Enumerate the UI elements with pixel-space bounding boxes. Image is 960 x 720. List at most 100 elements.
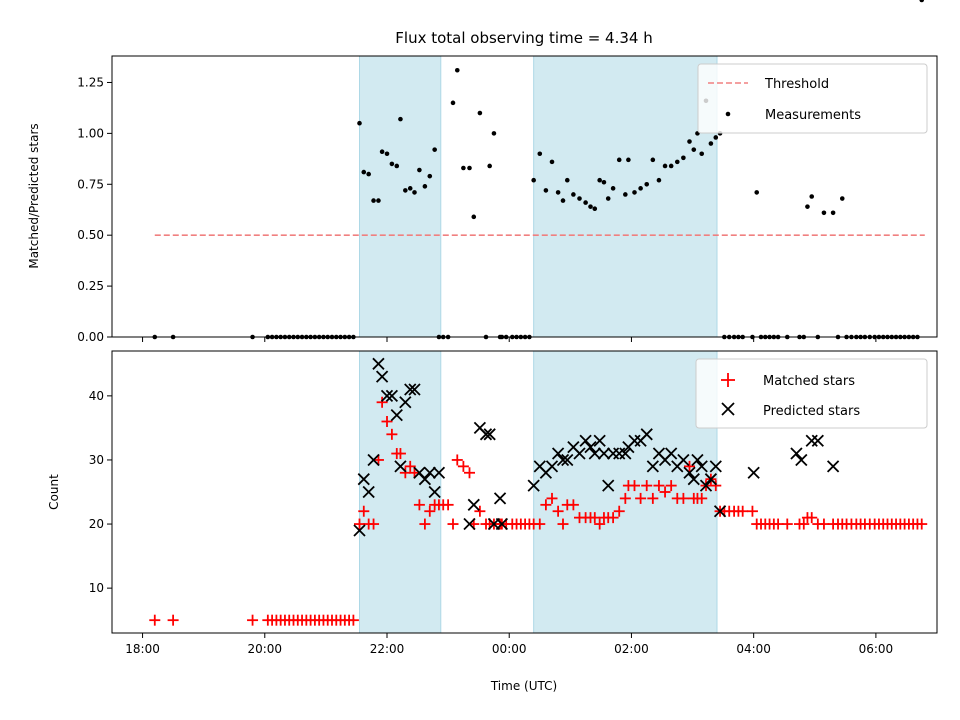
predicted-star-point [588,447,601,460]
measurement-point [623,192,628,197]
measurement-point [384,151,390,157]
measurement-point [471,214,477,220]
matched-star-point [534,518,546,530]
measurement-point [839,196,845,201]
matched-star-point [613,505,625,517]
predicted-star-point [357,473,370,486]
matched-star-point [474,505,486,517]
matched-star-point [424,505,436,517]
matched-star-point [916,518,928,530]
matched-star-point [647,492,659,504]
bottom-y-axis-label: Count [47,474,61,510]
matched-star-point [358,505,370,517]
measurement-point [662,163,668,169]
x-axis-label: Time (UTC) [490,679,557,693]
measurement-point [687,139,692,144]
bottom-axes-frame [111,350,938,634]
legend-matched-swatch [721,373,735,387]
predicted-star-point [646,460,659,473]
predicted-star-point [691,453,704,467]
predicted-star-point [495,517,509,531]
matched-star-point [404,460,416,472]
measurement-point [650,157,656,163]
y-tick-label: 20 [89,517,104,531]
legend-measurements-swatch [725,111,731,117]
measurement-point [644,181,650,187]
measurement-point [610,186,616,191]
measurement-point [691,147,697,152]
predicted-star-point [593,434,606,447]
matched-star-point [394,448,406,460]
measurement-point [681,155,686,161]
measurement-point [394,163,400,169]
predicted-star-point [493,492,507,505]
matched-star-point [710,480,722,492]
shaded-band-0 [359,350,442,634]
predicted-star-point [687,473,700,486]
matched-star-point [746,505,758,517]
predicted-star-point [602,479,615,492]
measurement-point [461,165,466,171]
bottom-x-ticks: 18:00 20:00 22:00 00:00 02:00 04:00 06:00 [125,633,893,656]
predicted-star-point [404,383,417,396]
predicted-star-point [479,428,493,441]
matched-star-point [659,486,671,498]
measurement-point [809,194,815,199]
measurement-point [754,190,760,195]
matched-star-point [607,512,619,524]
matched-star-point [442,499,454,511]
measurement-point [537,151,543,157]
predicted-star-point [483,428,496,441]
matched-star-point [696,492,708,504]
figure-title: Flux total observing time = 4.34 h [395,29,652,47]
measurement-point [412,190,417,195]
measurement-point [467,165,472,171]
measurement-point [805,204,810,209]
predicted-star-point [556,453,570,467]
matched-star-point [619,492,631,504]
y-tick-label: 0.25 [77,279,104,293]
top-panel: 0.00 0.25 0.50 0.75 1.00 1.25 Matched/Predict… [27,0,938,344]
matched-star-point [419,518,431,530]
top-y-ticks: 0.00 0.25 0.50 0.75 1.00 1.25 [77,75,112,344]
predicted-star-point [561,453,574,467]
predicted-stars-points [353,357,840,537]
matched-star-point [149,614,161,626]
predicted-star-point [423,466,436,479]
predicted-star-point [367,453,380,467]
measurement-point [376,198,381,203]
measurement-point [361,169,367,175]
measurement-point [417,167,422,173]
x-tick-label: 00:00 [492,642,527,656]
measurement-point [549,159,555,165]
predicted-star-point [527,479,540,492]
x-tick-label: 04:00 [736,642,771,656]
measurement-point [531,177,536,183]
predicted-star-point [432,466,446,479]
measurement-point [638,186,643,191]
matched-star-point [368,518,380,530]
measurement-point [583,200,588,205]
measurement-point [564,177,570,183]
predicted-star-point [418,473,432,486]
matched-star-point [451,454,463,466]
predicted-star-point [394,460,407,473]
measurement-point [477,110,483,116]
x-tick-label: 06:00 [859,642,894,656]
y-tick-label: 10 [89,581,104,595]
matched-star-point [552,505,564,517]
x-tick-label: 22:00 [370,642,405,656]
matched-star-point [347,614,359,626]
shaded-band-0 [359,55,442,338]
predicted-star-point [353,524,366,537]
matched-star-point [247,614,259,626]
predicted-star-point [695,460,708,473]
predicted-star-point [683,466,696,479]
x-tick-label: 20:00 [247,642,282,656]
measurement-point [487,163,492,169]
matched-star-point [457,460,469,472]
measurement-point [543,188,549,193]
predicted-star-point [390,408,403,422]
measurement-point [427,173,433,179]
matched-star-point [594,518,606,530]
